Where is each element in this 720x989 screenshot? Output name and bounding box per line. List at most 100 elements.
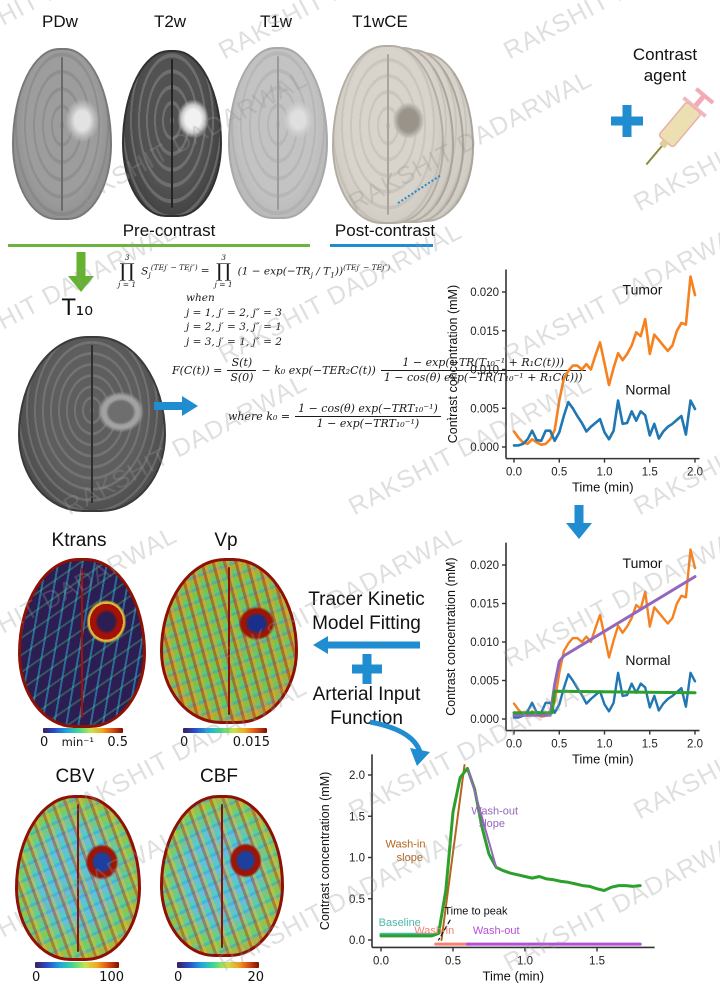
series-wash-in-slope xyxy=(440,764,466,941)
cbv-colorbar xyxy=(35,962,119,968)
pre-contrast-underline xyxy=(8,244,310,247)
curved-arrow-aif xyxy=(369,719,430,766)
product-operator: 3 ∏ j = 1 xyxy=(214,253,233,289)
svg-text:2.0: 2.0 xyxy=(349,770,365,782)
svg-text:Contrast concentration (mM): Contrast concentration (mM) xyxy=(444,557,458,715)
brain-image-pdw xyxy=(12,48,112,220)
series-time-to-peak-pointer xyxy=(437,919,451,941)
post-contrast-label: Post-contrast xyxy=(334,221,436,240)
series-normal xyxy=(512,399,697,447)
svg-text:1.0: 1.0 xyxy=(597,467,613,479)
svg-text:Contrast concentration (mM): Contrast concentration (mM) xyxy=(446,285,460,443)
svg-text:2.0: 2.0 xyxy=(687,739,703,751)
product-operator: 3 ∏ j = 1 xyxy=(118,253,137,289)
modality-label-t2w: T2w xyxy=(153,12,187,31)
svg-text:Time to peak: Time to peak xyxy=(444,905,508,917)
aif-chart: 0.0 0.5 1.0 1.5 0.0 0.5 1.0 1.5 2.0 Time (min) Con… xyxy=(318,754,655,983)
modality-label-pdw: PDw xyxy=(42,12,78,31)
svg-text:1.5: 1.5 xyxy=(642,739,658,751)
brain-image-t10 xyxy=(18,336,166,512)
contrast-agent-label: Contrast agent xyxy=(632,45,698,86)
arrow-down-fitting xyxy=(566,505,592,539)
equation-k0-definition: where k₀ = 1 − cos(θ) exp(−TRT₁₀⁻¹) 1 − e… xyxy=(228,402,450,430)
svg-text:Wash-in: Wash-in xyxy=(414,925,454,937)
ktrans-colorbar xyxy=(43,728,123,733)
brain-image-t2w xyxy=(122,50,222,217)
cbv-colorbar-labels: 0 100 xyxy=(32,970,124,985)
svg-text:0.020: 0.020 xyxy=(470,287,499,299)
series-tumor xyxy=(512,275,697,446)
cbf-map xyxy=(160,795,284,957)
svg-text:Tumor: Tumor xyxy=(623,281,663,297)
vp-colorbar xyxy=(183,728,267,733)
svg-text:2.0: 2.0 xyxy=(687,467,703,479)
equation-signal-model: F(C(t)) = S(t) S(0) − k₀ exp(−TER₂C(t)) 1… xyxy=(172,356,586,385)
svg-text:Time (min): Time (min) xyxy=(572,752,634,767)
svg-text:0.0: 0.0 xyxy=(373,955,389,967)
svg-text:Wash-in: Wash-in xyxy=(386,839,426,851)
series-normal xyxy=(512,671,697,719)
ktrans-map xyxy=(18,558,146,728)
svg-text:Time (min): Time (min) xyxy=(482,968,544,983)
svg-text:0.000: 0.000 xyxy=(470,714,499,726)
svg-text:slope: slope xyxy=(397,852,423,864)
svg-text:0.5: 0.5 xyxy=(349,894,365,906)
svg-text:Baseline: Baseline xyxy=(379,917,421,929)
svg-text:Time (min): Time (min) xyxy=(572,480,634,495)
pre-contrast-label: Pre-contrast xyxy=(122,221,216,240)
svg-text:1.0: 1.0 xyxy=(597,739,613,751)
svg-text:0.5: 0.5 xyxy=(551,467,567,479)
series-normal-fit xyxy=(512,689,697,715)
svg-text:1.5: 1.5 xyxy=(589,955,605,967)
svg-text:0.5: 0.5 xyxy=(551,739,567,751)
modality-label-t1wce: T1wCE xyxy=(352,12,408,31)
arrow-right-conversion xyxy=(154,394,198,418)
ktrans-colorbar-labels: 0 min⁻¹ 0.5 xyxy=(40,735,128,750)
cbv-title: CBV xyxy=(55,766,95,787)
svg-text:Tumor: Tumor xyxy=(623,555,663,571)
vp-title: Vp xyxy=(214,530,238,551)
svg-text:0.000: 0.000 xyxy=(470,442,499,454)
svg-text:0.0: 0.0 xyxy=(506,467,522,479)
modality-label-t1w: T1w xyxy=(259,12,293,31)
series-tumor-fit xyxy=(512,575,697,717)
svg-text:0.015: 0.015 xyxy=(470,599,499,611)
svg-text:0.020: 0.020 xyxy=(470,560,499,572)
svg-text:0.0: 0.0 xyxy=(349,935,365,947)
series-aif xyxy=(379,766,642,938)
svg-text:Contrast concentration (mM): Contrast concentration (mM) xyxy=(318,772,332,930)
svg-text:1.0: 1.0 xyxy=(517,955,533,967)
fitted-concentration-chart: 0.0 0.5 1.0 1.5 2.0 0.000 0.005 0.010 0.015 0.020… xyxy=(444,542,703,767)
tumor-normal-concentration-chart: 0.0 0.5 1.0 1.5 2.0 0.000 0.005 0.010 0.015 0.020… xyxy=(446,269,703,495)
arrow-left-model-fitting xyxy=(313,636,420,654)
t10-label: T₁₀ xyxy=(62,296,94,321)
equation-t1-estimation: 3 ∏ j = 1 Sj(TEj′ − TEj″) = 3 ∏ j = 1 (1… xyxy=(118,253,391,289)
svg-text:Wash-out: Wash-out xyxy=(473,925,520,937)
svg-text:0.005: 0.005 xyxy=(470,403,499,415)
cbv-map xyxy=(15,795,141,961)
svg-text:1.5: 1.5 xyxy=(349,811,365,823)
svg-text:0.005: 0.005 xyxy=(470,676,499,688)
syringe-icon xyxy=(645,87,715,166)
cbf-colorbar xyxy=(177,962,259,968)
series-wash-out-slope xyxy=(467,769,498,869)
vp-map xyxy=(160,558,298,724)
post-contrast-underline xyxy=(330,244,433,247)
equation-when-cases: when j = 1, j′ = 2, j″ = 3 j = 2, j′ = 3… xyxy=(186,292,282,349)
arrow-down-t10 xyxy=(66,252,96,298)
ktrans-title: Ktrans xyxy=(51,530,107,551)
svg-text:1.0: 1.0 xyxy=(349,853,365,865)
plus-icon-middle xyxy=(352,654,382,684)
svg-text:Normal: Normal xyxy=(625,652,670,668)
brain-image-t1wce-main xyxy=(332,45,444,224)
tracer-kinetic-label: Tracer Kinetic Model Fitting xyxy=(308,589,425,634)
brain-image-t1w xyxy=(228,47,328,219)
svg-text:0.0: 0.0 xyxy=(506,739,522,751)
svg-text:0.5: 0.5 xyxy=(445,955,461,967)
svg-text:0.010: 0.010 xyxy=(470,365,499,377)
svg-text:Wash-out: Wash-out xyxy=(471,806,518,818)
svg-text:0.010: 0.010 xyxy=(470,637,499,649)
cbf-title: CBF xyxy=(200,766,238,787)
vp-colorbar-labels: 0 0.015 xyxy=(180,735,270,750)
